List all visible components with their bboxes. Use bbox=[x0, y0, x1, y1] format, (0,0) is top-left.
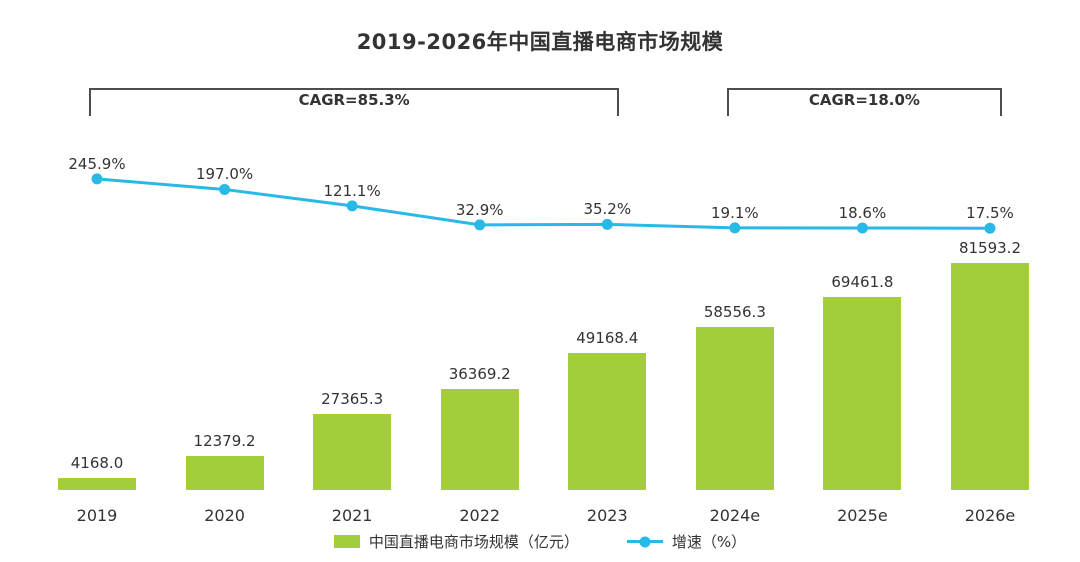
cagr-label: CAGR=85.3% bbox=[298, 91, 410, 109]
x-axis-tick-label: 2019 bbox=[76, 506, 118, 525]
bar-value-label: 49168.4 bbox=[576, 329, 639, 348]
growth-rate-label: 18.6% bbox=[838, 203, 887, 222]
bar bbox=[440, 388, 519, 490]
cagr-bracket: CAGR=18.0% bbox=[726, 88, 1002, 116]
bar-value-label: 69461.8 bbox=[831, 272, 894, 291]
x-axis-tick-label: 2025e bbox=[837, 506, 888, 525]
growth-point bbox=[219, 183, 231, 195]
growth-rate-label: 197.0% bbox=[195, 165, 254, 184]
growth-point bbox=[729, 222, 741, 234]
legend-label-market-size: 中国直播电商市场规模（亿元） bbox=[368, 533, 579, 551]
legend-item-growth: 增速（%） bbox=[626, 531, 747, 552]
bar-value-label: 4168.0 bbox=[70, 454, 124, 473]
growth-point bbox=[984, 222, 996, 234]
growth-rate-label: 35.2% bbox=[583, 200, 632, 219]
legend-item-market-size: 中国直播电商市场规模（亿元） bbox=[333, 531, 579, 552]
growth-point bbox=[601, 218, 613, 230]
x-axis-tick-label: 2022 bbox=[459, 506, 501, 525]
bar-swatch-icon bbox=[333, 535, 360, 548]
x-axis-tick-label: 2023 bbox=[586, 506, 628, 525]
legend-label-growth: 增速（%） bbox=[671, 533, 747, 551]
bar bbox=[313, 413, 392, 490]
bar-value-label: 81593.2 bbox=[958, 239, 1021, 257]
growth-point bbox=[346, 200, 358, 212]
x-axis-tick-label: 2021 bbox=[331, 506, 373, 525]
line-swatch-dot-icon bbox=[639, 536, 651, 547]
legend: 中国直播电商市场规模（亿元） 增速（%） bbox=[0, 531, 1080, 552]
bar bbox=[568, 353, 647, 490]
bar bbox=[823, 296, 902, 490]
bar bbox=[58, 478, 136, 490]
chart-title: 2019-2026年中国直播电商市场规模 bbox=[356, 30, 724, 54]
bar-value-label: 36369.2 bbox=[448, 364, 511, 383]
growth-rate-label: 32.9% bbox=[455, 200, 504, 219]
cagr-label: CAGR=18.0% bbox=[808, 91, 920, 109]
bar bbox=[950, 263, 1029, 490]
bar bbox=[185, 455, 264, 490]
growth-rate-label: 245.9% bbox=[68, 154, 126, 173]
growth-rate-label: 121.1% bbox=[323, 181, 381, 200]
line-swatch-icon bbox=[626, 536, 663, 547]
growth-point bbox=[91, 173, 103, 185]
growth-point bbox=[856, 222, 868, 234]
growth-rate-label: 19.1% bbox=[711, 203, 759, 222]
x-axis-tick-label: 2026e bbox=[964, 506, 1016, 525]
bar-value-label: 12379.2 bbox=[193, 431, 256, 450]
cagr-bracket: CAGR=85.3% bbox=[89, 88, 620, 116]
x-axis-tick-label: 2020 bbox=[204, 506, 245, 525]
growth-rate-label: 17.5% bbox=[966, 204, 1014, 223]
bar bbox=[695, 327, 774, 490]
bar-value-label: 27365.3 bbox=[321, 389, 384, 408]
x-axis-tick-label: 2024e bbox=[709, 506, 761, 525]
growth-point bbox=[474, 219, 486, 231]
bar-value-label: 58556.3 bbox=[703, 303, 766, 322]
